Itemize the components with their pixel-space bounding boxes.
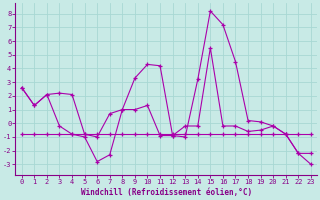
X-axis label: Windchill (Refroidissement éolien,°C): Windchill (Refroidissement éolien,°C) xyxy=(81,188,252,197)
